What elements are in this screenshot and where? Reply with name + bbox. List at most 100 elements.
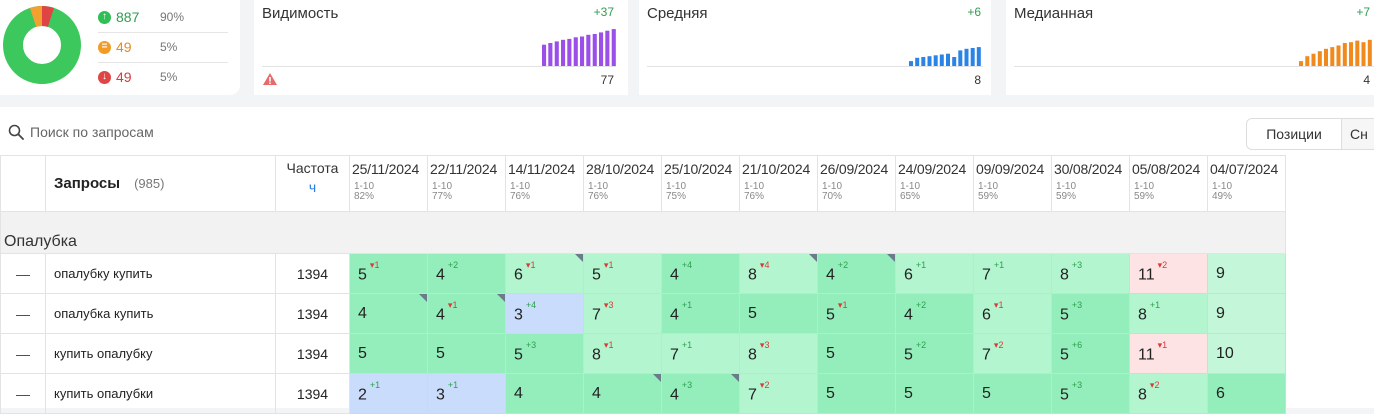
position-cell[interactable]: 5 [349, 333, 428, 374]
triangle-down-icon: ▾ [993, 340, 999, 350]
date-header[interactable]: 30/08/2024 1-10 59% [1051, 155, 1130, 212]
position-cell[interactable]: 10 [1207, 333, 1286, 374]
table-row[interactable]: — опалубку купить 1394 5▾1 4+2 6▾1 5▾1 4+4 8▾4 4+… [0, 253, 1286, 294]
position-cell[interactable]: 5▾1 [583, 253, 662, 294]
warning-triangle-icon[interactable] [262, 72, 278, 86]
stat-up-percent: 90% [160, 10, 185, 24]
sparkline-bar [561, 39, 566, 66]
stat-down: ↓ 49 5% [98, 66, 228, 88]
position-change-value: 4 [764, 260, 770, 270]
date-header[interactable]: 14/11/2024 1-10 76% [505, 155, 584, 212]
position-cell[interactable]: 5 [739, 293, 818, 334]
queries-header[interactable]: Запросы (985) [45, 155, 276, 212]
metric-average[interactable]: Средняя +6 8 [639, 0, 991, 95]
position-cell[interactable]: 6▾1 [973, 293, 1052, 334]
position-cell[interactable]: 4+2 [895, 293, 974, 334]
position-cell[interactable]: 7+1 [661, 333, 740, 374]
position-cell[interactable]: 3+4 [505, 293, 584, 334]
date-header[interactable]: 28/10/2024 1-10 76% [583, 155, 662, 212]
date-header[interactable]: 26/09/2024 1-10 70% [817, 155, 896, 212]
position-cell[interactable]: 4+1 [661, 293, 740, 334]
search-input[interactable]: Поиск по запросам [8, 118, 154, 146]
position-cell[interactable]: 5▾1 [349, 253, 428, 294]
table-row[interactable]: — купить опалубки 1394 2+1 3+1 4 4 4+3 7▾2 5 5 5 5+3… [0, 373, 1286, 414]
position-number: 3 [514, 306, 523, 324]
position-cell[interactable]: 5 [817, 373, 896, 414]
position-change-value: 3 [1077, 260, 1083, 270]
position-cell[interactable]: 9 [1207, 293, 1286, 334]
tab-positions[interactable]: Позиции [1247, 119, 1342, 149]
position-cell[interactable]: 11▾1 [1129, 333, 1208, 374]
position-cell[interactable]: 4▾1 [427, 293, 506, 334]
date-header[interactable]: 04/07/2024 1-10 49% [1207, 155, 1286, 212]
tab-snapshots[interactable]: Сн [1350, 126, 1368, 142]
position-cell[interactable]: 5+3 [505, 333, 584, 374]
metric-baseline [1014, 66, 1374, 67]
position-cell[interactable]: 5 [895, 373, 974, 414]
frequency-type[interactable]: ч [308, 179, 317, 195]
position-cell[interactable]: 9 [1207, 253, 1286, 294]
metric-value: 4 [1363, 73, 1370, 87]
position-cell[interactable]: 5 [817, 333, 896, 374]
date-header[interactable]: 21/10/2024 1-10 76% [739, 155, 818, 212]
position-cell[interactable]: 6 [1207, 373, 1286, 414]
position-cell[interactable]: 4 [505, 373, 584, 414]
position-cell[interactable]: 6▾1 [505, 253, 584, 294]
position-cell[interactable]: 4+4 [661, 253, 740, 294]
query-text[interactable]: опалубку купить [45, 253, 276, 294]
position-cell[interactable]: 7▾2 [739, 373, 818, 414]
position-cell[interactable]: 5▾1 [817, 293, 896, 334]
position-value: 11▾1 [1138, 340, 1167, 364]
collapse-dash-button[interactable]: — [0, 333, 46, 374]
date-header[interactable]: 05/08/2024 1-10 59% [1129, 155, 1208, 212]
triangle-down-icon: ▾ [369, 260, 375, 270]
position-cell[interactable]: 8+1 [1129, 293, 1208, 334]
table-row[interactable]: — опалубка купить 1394 4 4▾1 3+4 7▾3 4+1 5 5▾1 4+2… [0, 293, 1286, 334]
query-text[interactable]: купить опалубки [45, 373, 276, 414]
position-cell[interactable]: 8▾1 [583, 333, 662, 374]
position-cell[interactable]: 7▾2 [973, 333, 1052, 374]
plus-icon: + [681, 260, 688, 270]
position-cell[interactable]: 3+1 [427, 373, 506, 414]
date-header[interactable]: 25/11/2024 1-10 82% [349, 155, 428, 212]
position-cell[interactable]: 6+1 [895, 253, 974, 294]
sparkline-bar [933, 55, 938, 66]
position-change-value: 4 [687, 260, 693, 270]
date-header[interactable]: 22/11/2024 1-10 77% [427, 155, 506, 212]
position-cell[interactable]: 5+2 [895, 333, 974, 374]
queries-title: Запросы [54, 174, 121, 192]
position-cell[interactable]: 4+2 [817, 253, 896, 294]
position-cell[interactable]: 7▾3 [583, 293, 662, 334]
date-label: 26/09/2024 [820, 161, 889, 177]
position-cell[interactable]: 8+3 [1051, 253, 1130, 294]
query-text[interactable]: купить опалубку [45, 333, 276, 374]
frequency-header[interactable]: Частота ч [275, 155, 350, 212]
date-header[interactable]: 09/09/2024 1-10 59% [973, 155, 1052, 212]
metric-visibility[interactable]: Видимость +37 77 [254, 0, 628, 95]
query-text[interactable]: опалубка купить [45, 293, 276, 334]
table-row[interactable]: — купить опалубку 1394 5 5 5+3 8▾1 7+1 8▾3 5 5+2 7▾… [0, 333, 1286, 374]
position-cell[interactable]: 5+3 [1051, 293, 1130, 334]
position-cell[interactable]: 4+3 [661, 373, 740, 414]
collapse-dash-button[interactable]: — [0, 293, 46, 334]
collapse-dash-button[interactable]: — [0, 253, 46, 294]
position-cell[interactable]: 7+1 [973, 253, 1052, 294]
position-cell[interactable]: 8▾3 [739, 333, 818, 374]
date-header[interactable]: 25/10/2024 1-10 75% [661, 155, 740, 212]
position-cell[interactable]: 5 [427, 333, 506, 374]
position-change-value: 1 [998, 300, 1004, 310]
position-cell[interactable]: 4 [583, 373, 662, 414]
position-cell[interactable]: 5 [973, 373, 1052, 414]
position-cell[interactable]: 8▾4 [739, 253, 818, 294]
position-cell[interactable]: 5+3 [1051, 373, 1130, 414]
position-cell[interactable]: 5+6 [1051, 333, 1130, 374]
metric-median[interactable]: Медианная +7 4 [1006, 0, 1374, 95]
position-change-up: +3 [1072, 380, 1082, 390]
position-cell[interactable]: 11▾2 [1129, 253, 1208, 294]
positions-summary-card: ↑ 887 90% = 49 5% ↓ 49 5% [0, 0, 240, 95]
position-cell[interactable]: 4 [349, 293, 428, 334]
position-change-down: ▾1 [604, 340, 614, 350]
position-cell[interactable]: 4+2 [427, 253, 506, 294]
date-header[interactable]: 24/09/2024 1-10 65% [895, 155, 974, 212]
position-change-up: +2 [916, 340, 926, 350]
